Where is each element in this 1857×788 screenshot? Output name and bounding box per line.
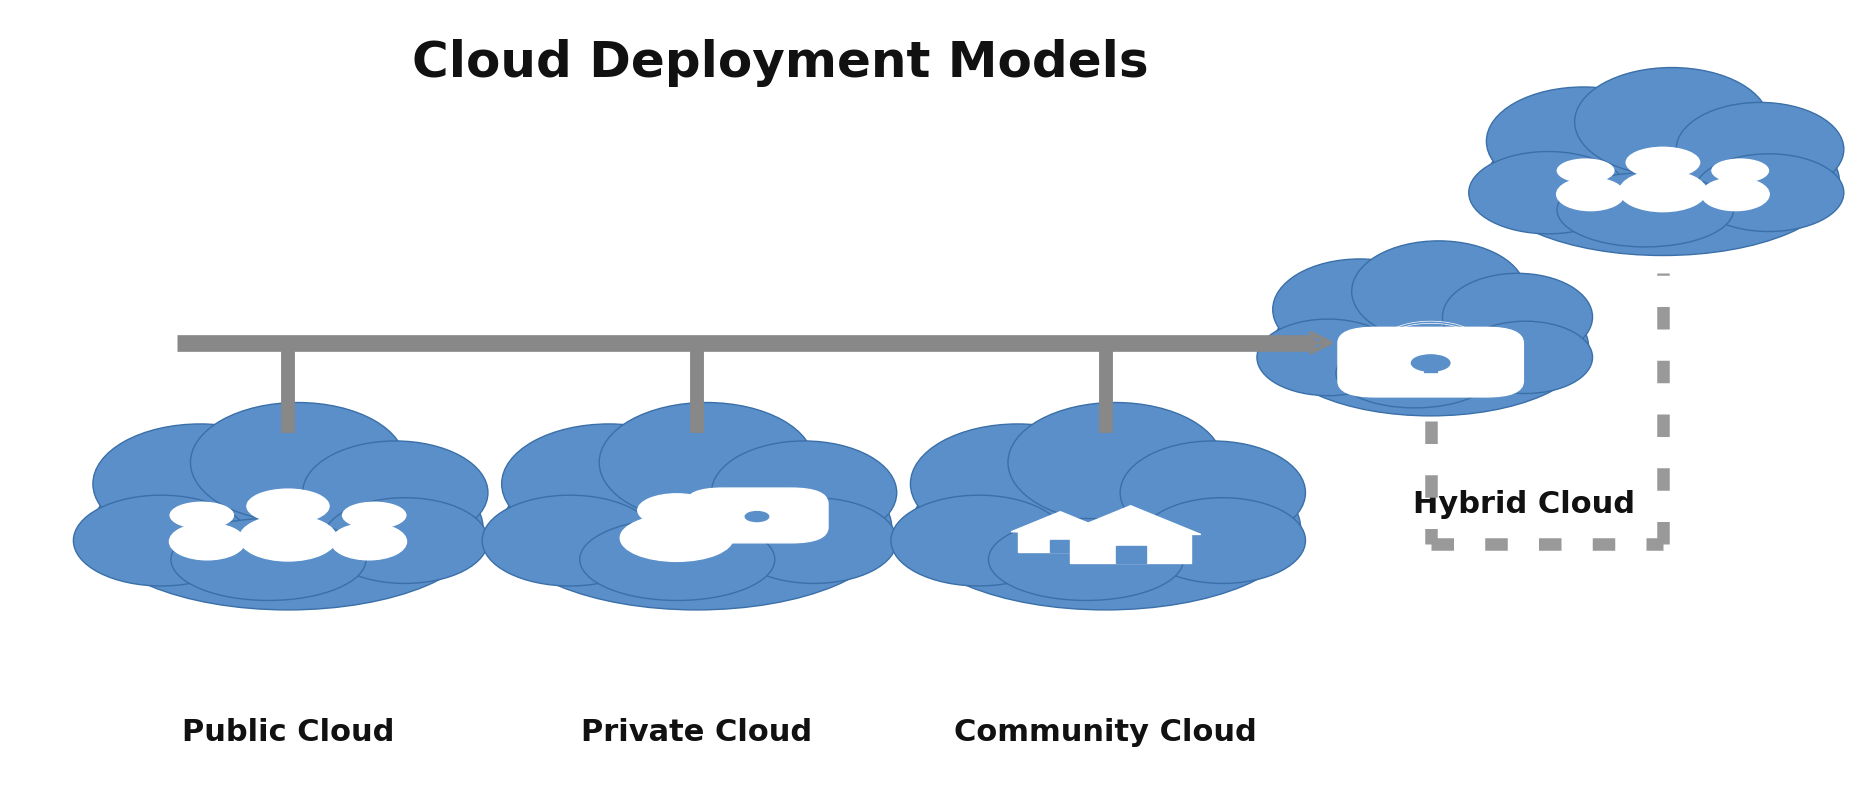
Ellipse shape <box>598 403 813 522</box>
Ellipse shape <box>620 515 734 561</box>
Ellipse shape <box>730 498 897 583</box>
Text: Public Cloud: Public Cloud <box>182 719 394 747</box>
Text: Private Cloud: Private Cloud <box>581 719 812 747</box>
Ellipse shape <box>1255 319 1398 396</box>
Ellipse shape <box>331 523 407 559</box>
Ellipse shape <box>1556 173 1733 247</box>
Circle shape <box>1556 158 1614 183</box>
Ellipse shape <box>988 519 1183 600</box>
Text: Community Cloud: Community Cloud <box>954 719 1255 747</box>
Polygon shape <box>1010 511 1109 532</box>
Ellipse shape <box>1556 178 1623 210</box>
FancyBboxPatch shape <box>685 488 828 543</box>
Text: Cloud Deployment Models: Cloud Deployment Models <box>412 39 1148 87</box>
Ellipse shape <box>501 446 891 610</box>
Bar <box>1049 540 1070 552</box>
Ellipse shape <box>501 424 717 544</box>
Ellipse shape <box>321 498 488 583</box>
Ellipse shape <box>711 441 897 545</box>
Bar <box>1070 533 1190 563</box>
Ellipse shape <box>1006 403 1222 522</box>
Bar <box>1114 546 1146 563</box>
Ellipse shape <box>579 519 774 600</box>
Bar <box>1018 531 1101 552</box>
Ellipse shape <box>1138 498 1305 583</box>
Ellipse shape <box>1486 107 1838 255</box>
Ellipse shape <box>910 446 1300 610</box>
Ellipse shape <box>1486 87 1681 195</box>
Ellipse shape <box>1701 178 1768 210</box>
Ellipse shape <box>1120 441 1305 545</box>
Ellipse shape <box>169 523 245 559</box>
Ellipse shape <box>910 424 1123 544</box>
Ellipse shape <box>93 446 483 610</box>
Ellipse shape <box>1573 68 1768 176</box>
Ellipse shape <box>171 519 366 600</box>
Ellipse shape <box>1352 241 1525 342</box>
Ellipse shape <box>481 495 657 586</box>
Text: Hybrid Cloud: Hybrid Cloud <box>1411 490 1634 519</box>
Circle shape <box>169 501 234 529</box>
Circle shape <box>637 494 715 527</box>
Circle shape <box>745 511 769 522</box>
Ellipse shape <box>1675 102 1842 196</box>
Ellipse shape <box>93 424 308 544</box>
Ellipse shape <box>1335 339 1493 408</box>
Ellipse shape <box>1694 154 1842 232</box>
Ellipse shape <box>240 515 336 561</box>
Bar <box>1424 360 1435 372</box>
Ellipse shape <box>72 495 249 586</box>
Circle shape <box>247 489 329 524</box>
Polygon shape <box>1060 506 1200 534</box>
Ellipse shape <box>1441 273 1591 361</box>
Circle shape <box>342 501 407 529</box>
Ellipse shape <box>1469 151 1627 234</box>
Ellipse shape <box>891 495 1066 586</box>
Circle shape <box>1411 355 1448 371</box>
Ellipse shape <box>1272 259 1445 360</box>
Circle shape <box>1710 158 1768 183</box>
Circle shape <box>1625 147 1699 178</box>
Ellipse shape <box>189 403 405 522</box>
Ellipse shape <box>303 441 488 545</box>
Ellipse shape <box>1619 171 1705 212</box>
FancyBboxPatch shape <box>1337 327 1523 397</box>
Ellipse shape <box>1272 277 1588 416</box>
Ellipse shape <box>1458 322 1591 393</box>
